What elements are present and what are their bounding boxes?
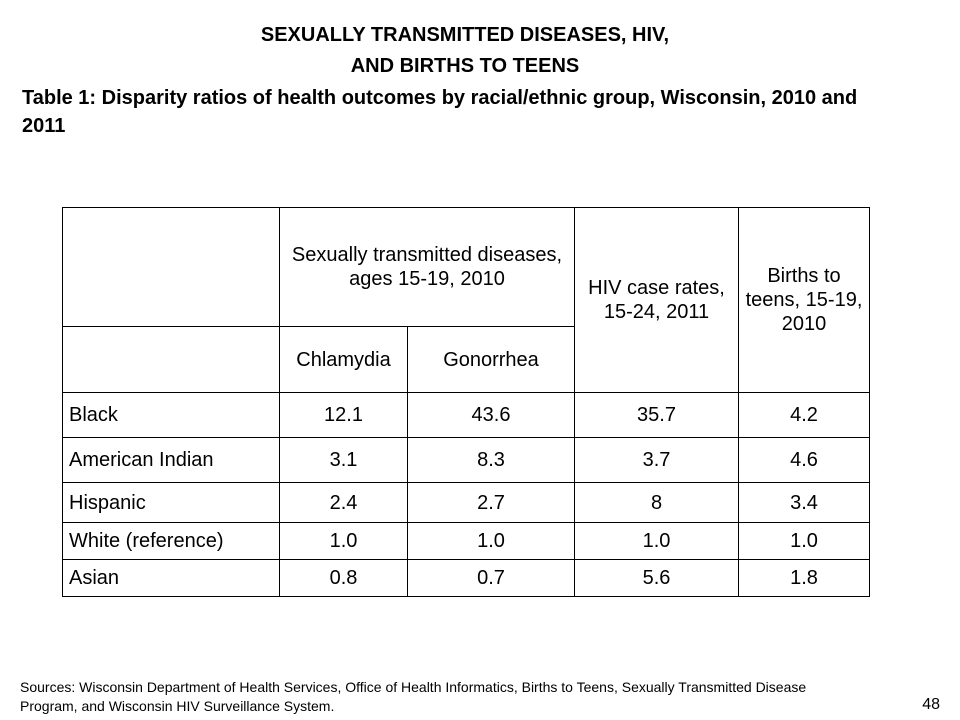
cell-hiv: 8 bbox=[574, 482, 739, 523]
header-std-group: Sexually transmitted diseases, ages 15-1… bbox=[279, 207, 575, 327]
cell-chlamydia: 2.4 bbox=[279, 482, 408, 523]
cell-births: 3.4 bbox=[738, 482, 870, 523]
cell-chlamydia: 12.1 bbox=[279, 392, 408, 438]
cell-hiv: 1.0 bbox=[574, 522, 739, 560]
cell-chlamydia: 1.0 bbox=[279, 522, 408, 560]
cell-births: 4.6 bbox=[738, 437, 870, 483]
header-births: Births to teens, 15-19, 2010 bbox=[738, 207, 870, 393]
disparity-ratios-table: Sexually transmitted diseases, ages 15-1… bbox=[62, 207, 870, 597]
cell-births: 4.2 bbox=[738, 392, 870, 438]
table-title: Table 1: Disparity ratios of health outc… bbox=[22, 87, 858, 137]
table-row: White (reference) 1.0 1.0 1.0 1.0 bbox=[62, 522, 870, 560]
page-heading-line-2: AND BIRTHS TO TEENS bbox=[350, 55, 580, 77]
row-group-label: Asian bbox=[62, 559, 280, 597]
cell-gonorrhea: 1.0 bbox=[407, 522, 575, 560]
header-hiv: HIV case rates, 15-24, 2011 bbox=[574, 207, 739, 393]
subheader-empty-cell bbox=[62, 326, 280, 393]
row-group-label: White (reference) bbox=[62, 522, 280, 560]
table-row: Asian 0.8 0.7 5.6 1.8 bbox=[62, 559, 870, 597]
cell-chlamydia: 3.1 bbox=[279, 437, 408, 483]
cell-hiv: 3.7 bbox=[574, 437, 739, 483]
header-gonorrhea: Gonorrhea bbox=[407, 326, 575, 393]
row-group-label: Hispanic bbox=[62, 482, 280, 523]
cell-hiv: 5.6 bbox=[574, 559, 739, 597]
cell-gonorrhea: 0.7 bbox=[407, 559, 575, 597]
sources-note: Sources: Wisconsin Department of Health … bbox=[20, 679, 807, 714]
cell-gonorrhea: 8.3 bbox=[407, 437, 575, 483]
header-row: Sexually transmitted diseases, ages 15-1… bbox=[62, 207, 870, 393]
cell-gonorrhea: 43.6 bbox=[407, 392, 575, 438]
cell-hiv: 35.7 bbox=[574, 392, 739, 438]
page-heading-line-1: SEXUALLY TRANSMITTED DISEASES, HIV, bbox=[260, 24, 670, 46]
cell-chlamydia: 0.8 bbox=[279, 559, 408, 597]
row-group-label: Black bbox=[62, 392, 280, 438]
table-row: Hispanic 2.4 2.7 8 3.4 bbox=[62, 482, 870, 523]
cell-births: 1.8 bbox=[738, 559, 870, 597]
row-group-label: American Indian bbox=[62, 437, 280, 483]
header-empty-cell bbox=[62, 207, 280, 327]
page-number: 48 bbox=[922, 696, 940, 713]
cell-births: 1.0 bbox=[738, 522, 870, 560]
header-chlamydia: Chlamydia bbox=[279, 326, 408, 393]
table-row: Black 12.1 43.6 35.7 4.2 bbox=[62, 392, 870, 438]
table-row: American Indian 3.1 8.3 3.7 4.6 bbox=[62, 437, 870, 483]
cell-gonorrhea: 2.7 bbox=[407, 482, 575, 523]
